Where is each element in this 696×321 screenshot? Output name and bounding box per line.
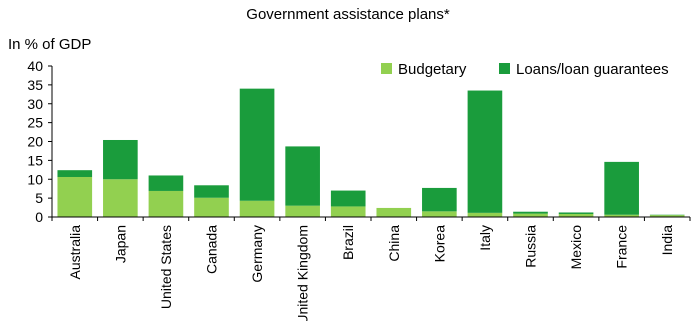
x-axis: Australia Japan United States Canada Germany… (51, 216, 691, 321)
bar-loans-italy (467, 90, 503, 213)
bar-budgetary-canada (194, 197, 229, 217)
x-tick-label: Korea (431, 225, 447, 263)
bar-budgetary-australia (57, 176, 93, 217)
y-tick-label: 40 (27, 58, 43, 74)
legend: Budgetary Loans/loan guarantees (381, 61, 669, 78)
y-tick-label: 35 (27, 77, 43, 93)
x-tick-label: Canada (204, 225, 220, 274)
bar-loans-korea (422, 187, 457, 212)
y-tick-label: 0 (35, 209, 43, 225)
x-tick-label: China (386, 225, 402, 262)
legend-label: Loans/loan guarantees (516, 61, 669, 78)
bar-loans-brazil (330, 190, 366, 207)
bar-loans-australia (57, 170, 93, 177)
y-tick-label: 20 (27, 134, 43, 150)
x-tick-label: Brazil (340, 225, 356, 260)
bar-budgetary-germany (239, 200, 275, 217)
y-tick-label: 5 (35, 190, 43, 206)
bar-budgetary-japan (103, 179, 138, 217)
legend-swatch (499, 63, 510, 74)
bar-loans-germany (239, 88, 275, 201)
bar-budgetary-india (649, 215, 685, 217)
bar-loans-russia (513, 211, 548, 214)
x-tick-label: France (614, 225, 630, 269)
bar-loans-mexico (558, 212, 594, 214)
x-tick-label: Japan (112, 225, 128, 263)
bar-budgetary-china (376, 207, 412, 217)
bar-budgetary-korea (422, 211, 457, 217)
legend-swatch (381, 63, 392, 74)
y-tick-label: 10 (27, 171, 43, 187)
bar-loans-united-states (148, 175, 184, 191)
x-tick-label: Mexico (568, 225, 584, 270)
x-tick-label: Italy (477, 225, 493, 251)
x-tick-label: India (659, 225, 675, 256)
bars (57, 88, 685, 217)
x-tick-label: United Kingdom (295, 225, 311, 321)
x-tick-label: Australia (67, 225, 83, 280)
y-tick-label: 15 (27, 152, 43, 168)
bar-budgetary-italy (467, 212, 503, 217)
y-axis: 0 5 10 15 20 25 30 35 40 (27, 58, 53, 225)
legend-label: Budgetary (398, 61, 467, 78)
y-tick-label: 25 (27, 115, 43, 131)
bar-loans-japan (103, 139, 138, 180)
y-tick-label: 30 (27, 96, 43, 112)
bar-loans-canada (194, 185, 229, 198)
y-axis-label: In % of GDP (8, 36, 92, 53)
bar-loans-france (604, 161, 639, 215)
bar-budgetary-united-states (148, 190, 184, 217)
bar-budgetary-france (604, 214, 639, 217)
bar-budgetary-mexico (558, 213, 594, 217)
x-tick-label: Germany (249, 225, 265, 283)
chart-title: Government assistance plans* (246, 6, 450, 23)
x-tick-label: Russia (523, 225, 539, 268)
x-tick-label: United States (158, 225, 174, 309)
bar-loans-united-kingdom (285, 146, 320, 206)
bar-budgetary-russia (513, 213, 548, 217)
bar-budgetary-brazil (330, 206, 366, 217)
bar-budgetary-united-kingdom (285, 205, 320, 217)
